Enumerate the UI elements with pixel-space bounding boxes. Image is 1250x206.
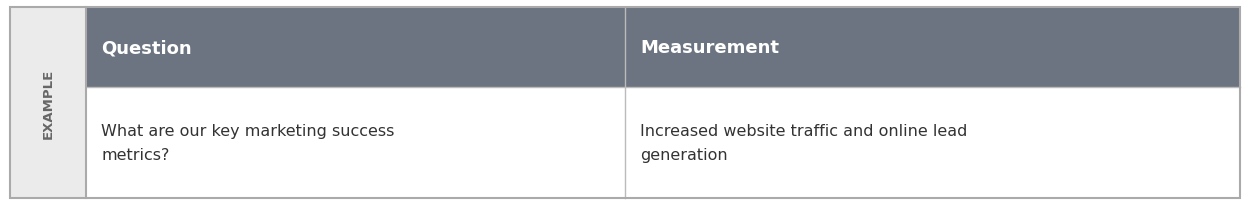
Bar xyxy=(86,88,1240,198)
Bar xyxy=(10,8,86,198)
Text: Increased website traffic and online lead
generation: Increased website traffic and online lea… xyxy=(640,124,968,162)
Text: Measurement: Measurement xyxy=(640,39,779,57)
Text: Question: Question xyxy=(101,39,192,57)
Text: EXAMPLE: EXAMPLE xyxy=(41,68,55,138)
Text: What are our key marketing success
metrics?: What are our key marketing success metri… xyxy=(101,124,395,162)
Bar xyxy=(86,8,1240,88)
